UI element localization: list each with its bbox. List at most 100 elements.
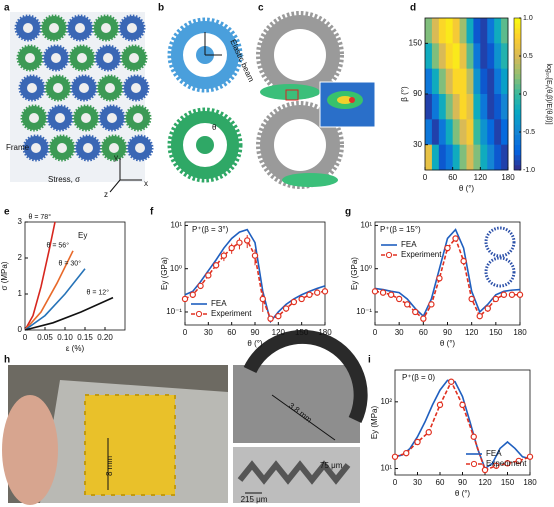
lattice-hub [25, 53, 35, 63]
heat-cell [487, 94, 495, 120]
y-tick-label: 10⁰ [360, 264, 372, 273]
lattice-hub [51, 53, 61, 63]
marker [452, 235, 459, 242]
marker [470, 433, 477, 440]
y-tick-label: 10⁻¹ [166, 307, 182, 316]
heat-cell [480, 94, 488, 120]
marker [290, 298, 298, 306]
x-axis-label: θ (°) [455, 489, 471, 498]
scale-label: 215 μm [241, 495, 268, 504]
x-tick-label: 60 [419, 328, 428, 337]
marker [228, 244, 235, 252]
colorbar-step [514, 114, 521, 120]
heat-cell [466, 144, 474, 171]
marker [236, 239, 243, 246]
colorbar-step [514, 68, 521, 75]
marker [321, 288, 329, 295]
x-tick-label: 30 [413, 478, 422, 487]
marker [448, 378, 455, 385]
lattice-cells [84, 394, 176, 496]
panel-letter: c [258, 3, 264, 14]
marker [189, 291, 196, 298]
colorbar-step [514, 38, 521, 44]
colorbar-step [514, 78, 521, 85]
heat-cell [487, 144, 495, 171]
y-tick-label: 10¹ [170, 221, 182, 230]
colorbar-step [514, 58, 521, 64]
label: θ [212, 123, 217, 132]
heat-cell [501, 144, 509, 171]
heat-cell [473, 68, 481, 95]
heat-cell [438, 18, 447, 44]
colorbar-step [514, 73, 521, 80]
y-axis-label: Ey (GPa) [160, 257, 169, 290]
x-tick-label: 60 [448, 173, 457, 182]
y-tick-label: 10² [380, 397, 392, 406]
heat-cell [438, 68, 447, 95]
heat-cell [501, 43, 509, 70]
heat-cell [494, 18, 502, 44]
marker [197, 282, 204, 290]
x-tick-label: 0.20 [97, 333, 113, 342]
series-line [24, 250, 74, 331]
heat-cell [494, 94, 502, 120]
lattice-hub [133, 113, 143, 123]
lattice-hub [27, 83, 37, 93]
heat-cell [487, 43, 495, 70]
heat-cell [466, 43, 474, 70]
lattice-render [10, 12, 154, 182]
x-tick-label: 120 [478, 478, 492, 487]
heat-cell [459, 18, 467, 44]
lattice-hub [101, 23, 111, 33]
heat-cell [473, 43, 481, 70]
hub [196, 136, 214, 154]
lattice-hub [49, 23, 59, 33]
heat-cell [494, 144, 502, 171]
x-tick-label: 150 [489, 328, 503, 337]
lattice-hub [107, 113, 117, 123]
lattice [14, 14, 154, 162]
strain-field [349, 97, 355, 103]
colorbar-step [514, 159, 521, 166]
heat-cell [501, 18, 509, 44]
x-tick-label: 180 [513, 328, 527, 337]
lattice-hub [129, 53, 139, 63]
axis-arrow [109, 179, 121, 193]
series-line [24, 221, 56, 331]
lattice-hub [79, 83, 89, 93]
gear-hole [274, 119, 326, 171]
marker [481, 466, 489, 474]
heat-cell [459, 94, 467, 120]
heat-cell [445, 18, 454, 44]
colorbar-tick-label: 0 [523, 91, 527, 98]
x-tick-label: 180 [318, 328, 332, 337]
heat-cell [452, 68, 460, 95]
y-tick-label: 10⁻¹ [356, 307, 372, 316]
y-axis-label: Ey (MPa) [370, 406, 379, 440]
heat-cell [466, 68, 474, 95]
heat-cell [452, 18, 460, 44]
colorbar-step [514, 28, 521, 34]
zoom-box [285, 89, 299, 101]
heat-cell [425, 43, 433, 70]
legend-marker [385, 251, 393, 259]
heat-cell [445, 43, 454, 70]
marker [459, 401, 466, 409]
marker [425, 429, 432, 436]
x-tick-label: 120 [272, 328, 286, 337]
series-line [24, 268, 86, 331]
heat-cell [425, 144, 433, 171]
heat-cell [431, 94, 440, 120]
x-tick-label: 150 [501, 478, 515, 487]
lattice-hub [55, 113, 65, 123]
x-tick-label: 0.10 [57, 333, 73, 342]
heat-cell [487, 68, 495, 95]
annotation: P⁺(β = 15°) [380, 225, 421, 234]
marker [275, 312, 282, 320]
axis-label: x [144, 179, 148, 188]
legend-marker [470, 460, 478, 468]
y-axis-label: σ (MPa) [0, 261, 9, 290]
legend-label: Experiment [486, 459, 527, 468]
y-tick-label: 0 [18, 325, 23, 334]
marker [468, 295, 475, 303]
